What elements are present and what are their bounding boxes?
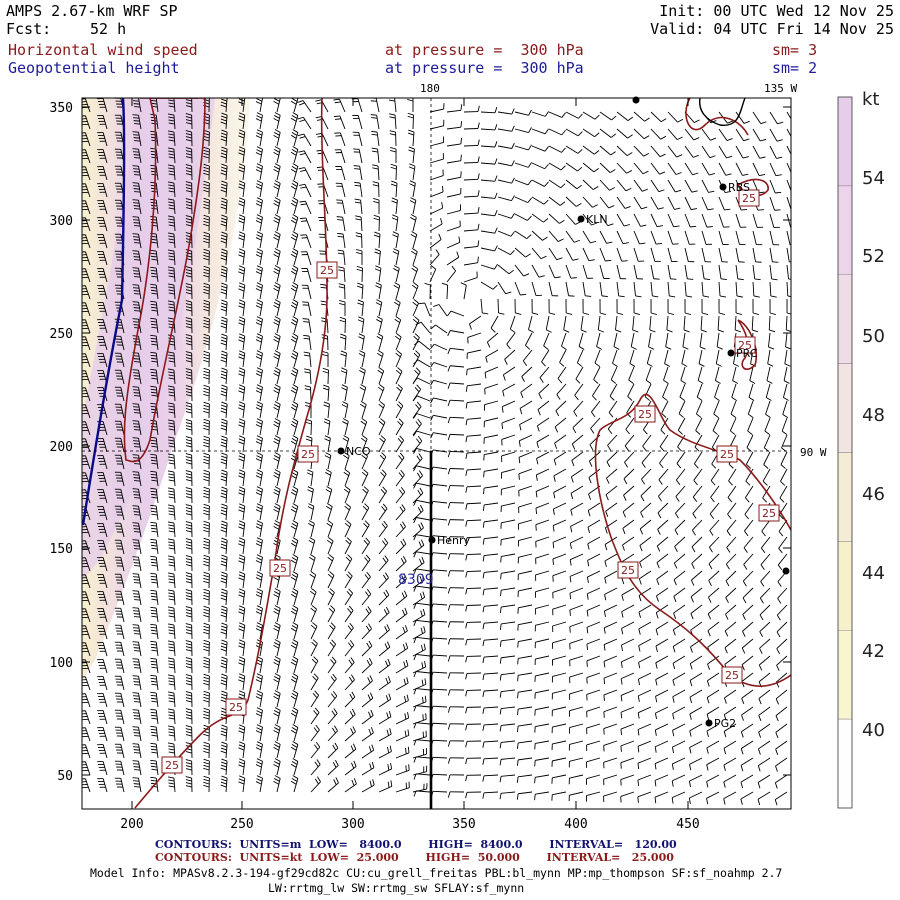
field2-name: Geopotential height [8,59,180,77]
contour-label-25: 25 [316,261,338,279]
contour-label-25: 25 [721,666,743,684]
footer-contours-wind: CONTOURS: UNITS=kt LOW= 25.000 HIGH= 50.… [155,851,674,864]
field2-smooth: sm= 2 [772,59,818,77]
wind-barbs [82,98,791,806]
contour-label-25: 25 [738,189,760,207]
station-dot [782,567,790,575]
y-tick-label: 250 [50,327,73,342]
contour-label-25: 25 [734,336,756,354]
field1-name: Horizontal wind speed [8,41,198,59]
model-title: AMPS 2.67-km WRF SP [6,2,178,20]
colorbar-swatch [837,452,853,542]
init-time: Init: 00 UTC Wed 12 Nov 25 [659,2,894,20]
colorbar-label: 44 [862,563,885,584]
station-henry: Henry [428,534,471,547]
field1-smooth: sm= 3 [772,41,818,59]
field1-level: at pressure = 300 hPa [385,41,584,59]
plot-frame [81,97,792,810]
station-rbs: RBS [719,181,750,194]
y-tick-label: 200 [50,440,73,455]
coastline [698,97,746,126]
contour-label-25: 25 [716,445,738,463]
station-prc: PRC [727,347,758,360]
contour-label-25: 25 [634,405,656,423]
meridian-label-135w: 135 W [764,82,797,95]
station-kln: KLN [577,213,608,226]
parallel-label-90w: 90 W [800,446,827,459]
footer-contours-height: CONTOURS: UNITS=m LOW= 8400.0 HIGH= 8400… [155,838,677,851]
geopotential-contour [81,97,126,526]
colorbar-label: 48 [862,405,885,426]
field2-level: at pressure = 300 hPa [385,59,584,77]
station-nco: NCO [337,445,371,458]
model-info-line1: Model Info: MPASv8.2.3-194-gf29cd82c CU:… [90,866,783,880]
contour-labels: 25 25 25 25 25 25 25 25 25 25 25 25 [161,189,780,774]
height-contour-label: 8309 [398,572,434,588]
station-pg2: PG2 [705,717,736,730]
forecast-hours: 52 h [90,20,127,38]
colorbar-label: 50 [862,326,885,347]
y-tick-label: 100 [50,656,73,671]
colorbar-label: 40 [862,720,885,741]
colorbar-label: 52 [862,246,885,267]
model-info-line2: LW:rrtmg_lw SW:rrtmg_sw SFLAY:sf_mynn [268,881,525,895]
x-tick-label: 350 [452,817,475,832]
contour-label-25: 25 [269,559,291,577]
meridian-label-180: 180 [420,82,440,95]
contour-label-25: 25 [297,445,319,463]
station-markers: RBS KLN NCO Henry PRC PG2 [337,96,790,730]
contour-label-25: 25 [225,698,247,716]
axis-ticks: 200 250 300 350 400 450 350 300 250 200 150 100 50 [50,98,791,832]
colorbar-swatch [837,96,853,187]
colorbar-swatch [837,541,853,631]
y-tick-label: 350 [50,101,73,116]
contour-label-25: 25 [617,561,639,579]
colorbar-label: 42 [862,641,885,662]
colorbar-swatch [837,630,853,720]
colorbar-swatch [837,718,853,809]
colorbar-label: 54 [862,168,885,189]
colorbar-swatch [837,185,853,275]
x-tick-label: 200 [120,817,143,832]
x-tick-label: 450 [676,817,699,832]
forecast-label: Fcst: [6,20,52,38]
y-tick-label: 150 [50,542,73,557]
colorbar-unit: kt [862,89,880,110]
colorbar-swatch [837,363,853,453]
x-tick-label: 400 [564,817,587,832]
y-tick-label: 50 [57,769,73,784]
x-tick-label: 300 [341,817,364,832]
contour-label-25: 25 [758,504,780,522]
colorbar [837,96,853,809]
x-tick-label: 250 [230,817,253,832]
contour-label-25: 25 [161,756,183,774]
colorbar-label: 46 [862,484,885,505]
y-tick-label: 300 [50,214,73,229]
colorbar-swatch [837,274,853,364]
valid-time: Valid: 04 UTC Fri 14 Nov 25 [650,20,894,38]
